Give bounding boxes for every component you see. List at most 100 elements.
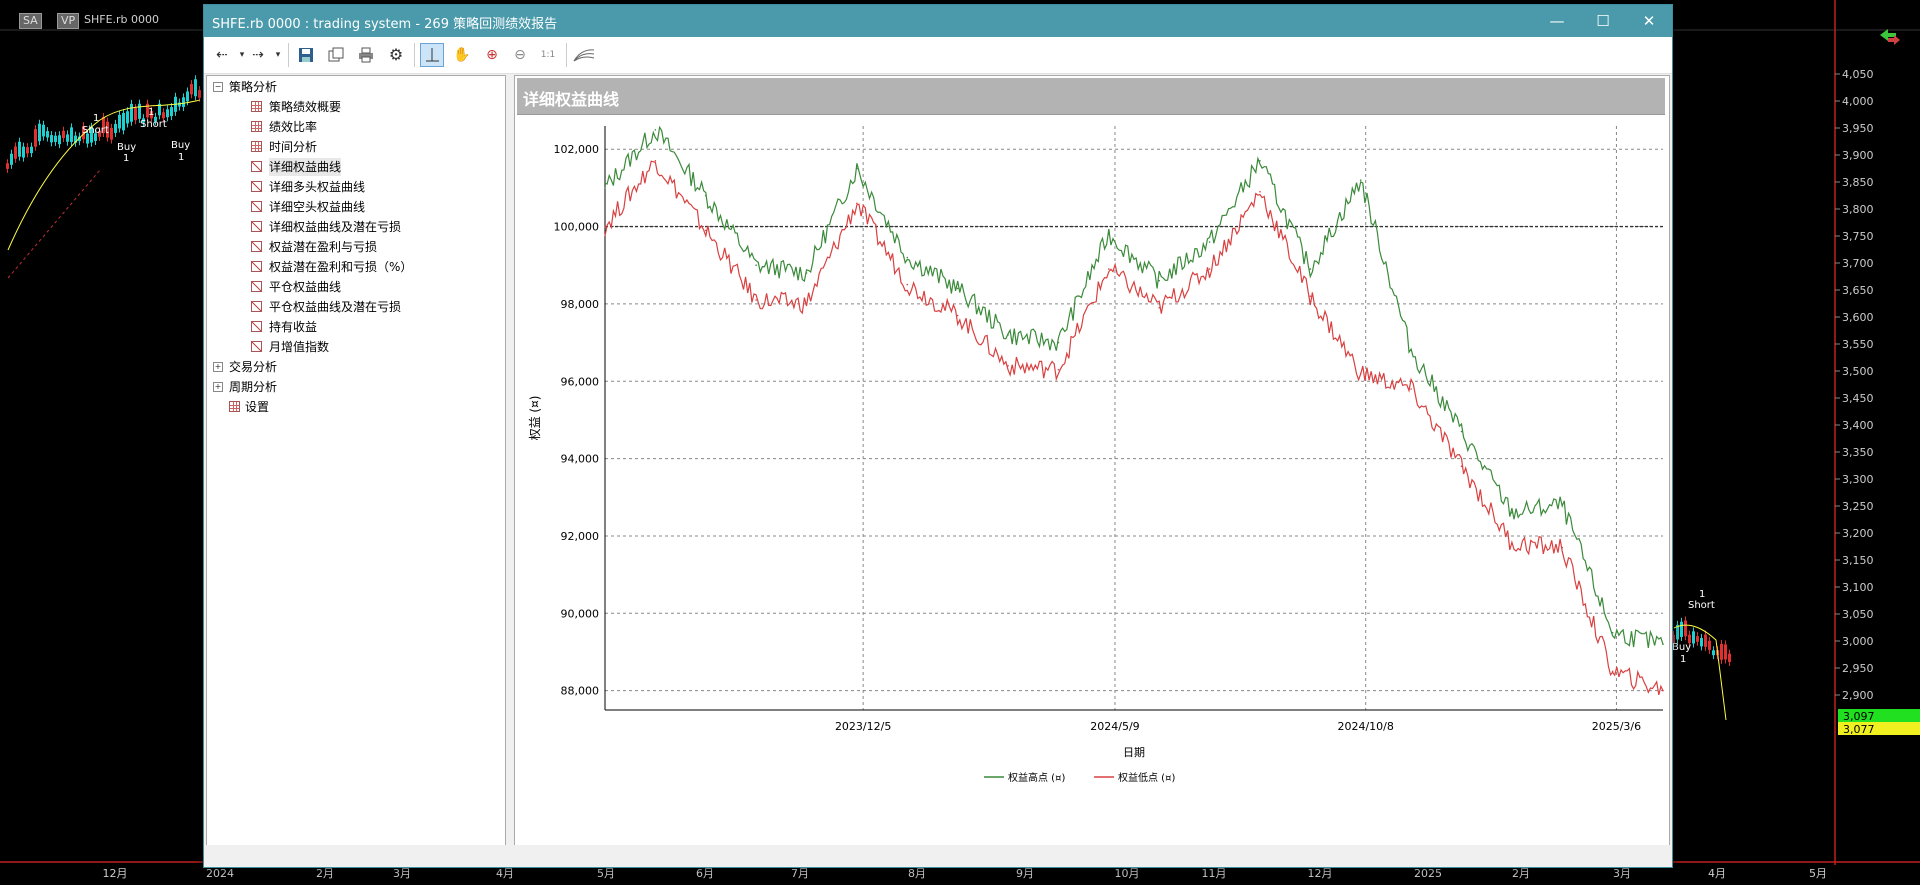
- price-tick-label: 3,650: [1842, 284, 1874, 297]
- candle: [1724, 644, 1727, 660]
- back-dropdown-icon[interactable]: ▾: [239, 50, 245, 60]
- save-icon[interactable]: [294, 43, 318, 67]
- tree-section-label: 设置: [245, 400, 270, 414]
- candle: [114, 123, 117, 133]
- series-point: [856, 167, 858, 170]
- candle: [38, 123, 41, 142]
- print-icon[interactable]: [354, 43, 378, 67]
- price-tick-label: 3,550: [1842, 338, 1874, 351]
- tree-node-label: 策略分析: [229, 80, 278, 94]
- x-axis-title: 日期: [1123, 746, 1145, 759]
- settings-gear-icon[interactable]: ⚙: [388, 45, 404, 64]
- chart-report-icon: [251, 341, 262, 352]
- minimize-button[interactable]: —: [1549, 12, 1565, 30]
- background-candles-left: [6, 75, 201, 251]
- series-point: [1057, 368, 1060, 371]
- price-tick-label: 2,950: [1842, 662, 1874, 675]
- expand-icon[interactable]: +: [213, 382, 223, 392]
- back-arrow-icon[interactable]: ⇠: [216, 47, 228, 63]
- series-point: [1561, 546, 1564, 549]
- series-point: [1259, 160, 1261, 162]
- series-point: [1511, 511, 1513, 514]
- series-point: [956, 314, 959, 317]
- candle: [190, 84, 193, 95]
- series-point: [1460, 430, 1463, 433]
- series-point: [1511, 542, 1513, 545]
- tree-item-label: 详细多头权益曲线: [269, 180, 366, 194]
- y-tick-label: 94,000: [561, 453, 600, 466]
- volume-profile-chip[interactable]: VP: [57, 13, 80, 29]
- zoom-in-icon[interactable]: ⊕: [486, 47, 498, 63]
- maximize-button[interactable]: ☐: [1596, 12, 1610, 30]
- tree-item-label: 平仓权益曲线及潜在亏损: [269, 300, 402, 314]
- candle: [10, 153, 13, 165]
- candle: [186, 91, 189, 102]
- copy-icon[interactable]: [324, 43, 348, 67]
- settings-report-icon: [229, 401, 240, 412]
- series-point: [1208, 268, 1211, 270]
- candle: [54, 135, 57, 142]
- series-point: [704, 229, 707, 232]
- y-tick-label: 100,000: [554, 221, 600, 234]
- month-tick-label: 2025: [1414, 867, 1442, 880]
- candle: [74, 135, 77, 143]
- series-point: [1208, 241, 1211, 243]
- price-tick-label: 3,900: [1842, 149, 1874, 162]
- zoom-reset-icon[interactable]: 1:1: [540, 50, 556, 60]
- chart-report-icon: [251, 161, 262, 172]
- price-tick-label: 3,200: [1842, 527, 1874, 540]
- series-point: [1108, 233, 1110, 236]
- candle: [58, 135, 61, 145]
- chart-mode-chip[interactable]: SA: [19, 13, 42, 29]
- corner-arrows-icon[interactable]: [1880, 29, 1900, 45]
- price-tick-label: 3,400: [1842, 419, 1874, 432]
- series-point: [604, 187, 606, 189]
- candle: [158, 103, 161, 116]
- expand-icon[interactable]: +: [213, 362, 223, 372]
- signal-count: 1: [123, 153, 129, 164]
- tree-item-label: 持有收益: [269, 320, 318, 334]
- candle: [170, 107, 173, 117]
- candle: [1676, 624, 1679, 640]
- chart-style-icon[interactable]: [572, 43, 596, 67]
- price-tick-label: 3,950: [1842, 122, 1874, 135]
- forward-dropdown-icon[interactable]: ▾: [275, 50, 281, 60]
- series-point: [1611, 670, 1614, 673]
- series-point: [1359, 179, 1362, 181]
- last-price-low-box: [1838, 722, 1920, 735]
- close-button[interactable]: ✕: [1642, 12, 1656, 30]
- chart-report-icon: [251, 301, 262, 312]
- crosshair-cursor-icon[interactable]: [420, 43, 444, 67]
- series-point: [604, 225, 606, 228]
- month-tick-label: 7月: [791, 867, 809, 880]
- candle: [106, 121, 109, 138]
- price-axis: 4,050 4,000 3,950 3,900 3,850 3,800 3,750 3,700…: [1835, 68, 1874, 702]
- chart-report-icon: [251, 221, 262, 232]
- series-line: [604, 125, 1664, 648]
- signal-count: 1: [178, 152, 184, 163]
- tree-item-label: 权益潜在盈利和亏损（%）: [269, 260, 413, 274]
- candle: [30, 146, 33, 154]
- month-tick-label: 4月: [496, 867, 514, 880]
- x-tick-label: 2025/3/6: [1592, 720, 1641, 733]
- month-tick-label: 9月: [1016, 867, 1034, 880]
- title-bar[interactable]: SHFE.rb 0000 : trading system - 269 策略回测…: [204, 5, 1672, 37]
- hand-pan-icon[interactable]: ✋: [453, 47, 471, 63]
- zoom-out-icon[interactable]: ⊖: [514, 47, 526, 63]
- chart-report-icon: [251, 241, 262, 252]
- series-point: [1259, 190, 1261, 193]
- series-point: [1460, 465, 1463, 468]
- window-title: SHFE.rb 0000 : trading system - 269 策略回测…: [212, 17, 558, 32]
- price-tick-label: 2,900: [1842, 689, 1874, 702]
- chart-report-icon: [251, 321, 262, 332]
- month-tick-label: 2月: [316, 867, 334, 880]
- y-tick-label: 96,000: [561, 375, 600, 388]
- candle: [146, 103, 149, 118]
- month-tick-label: 3月: [393, 867, 411, 880]
- forward-arrow-icon[interactable]: ⇢: [252, 47, 264, 63]
- signal-count: 1: [1680, 654, 1686, 665]
- month-tick-label: 6月: [696, 867, 714, 880]
- candle: [102, 117, 105, 134]
- signal-short: Short: [82, 125, 109, 136]
- series-point: [805, 272, 808, 274]
